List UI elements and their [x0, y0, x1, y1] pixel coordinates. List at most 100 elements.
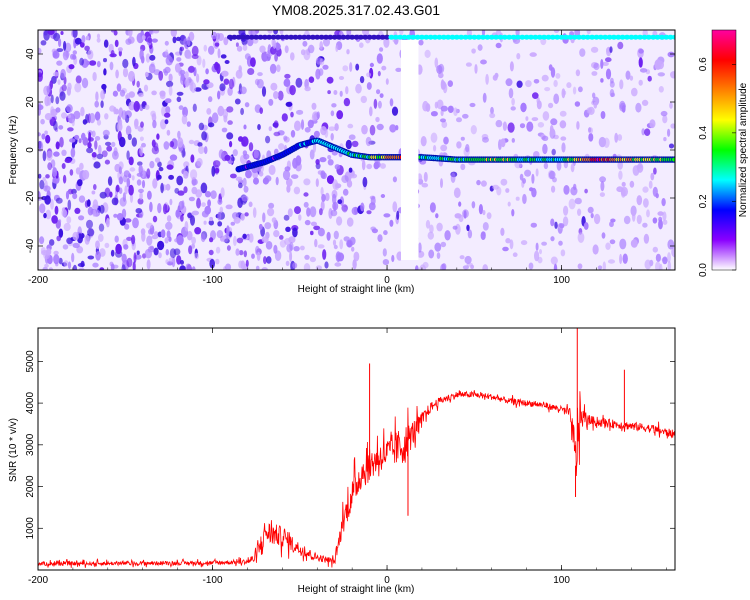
spectrogram-edge-band — [589, 34, 596, 40]
spectrogram-speckle — [351, 246, 355, 252]
spectrogram-speckle — [74, 134, 80, 140]
spectrogram-speckle — [511, 209, 515, 217]
spectrogram-speckle — [62, 174, 67, 184]
spectrogram-edge-band — [510, 34, 517, 40]
spectrogram-speckle — [366, 72, 372, 78]
spectrogram-speckle — [82, 119, 88, 125]
spectrogram-speckle — [643, 233, 650, 244]
spectrogram-speckle — [433, 145, 437, 152]
spectrogram-speckle — [662, 115, 668, 124]
spectrogram-speckle — [314, 238, 318, 248]
spectrogram-speckle — [188, 139, 195, 145]
spectrogram-speckle — [236, 237, 244, 244]
spectrogram-speckle — [389, 219, 394, 227]
spectrogram-speckle — [235, 248, 240, 256]
spectrogram-speckle — [366, 210, 372, 215]
spectrogram-speckle — [122, 58, 129, 69]
spectrogram-speckle — [191, 210, 199, 216]
spectrogram-speckle — [369, 106, 373, 117]
spectrogram-speckle — [100, 89, 105, 100]
spectrogram-speckle — [184, 71, 189, 79]
spectrogram-speckle — [392, 176, 397, 183]
spectrogram-speckle — [139, 49, 144, 61]
spectrogram-speckle — [550, 67, 556, 78]
spectrogram-speckle — [244, 53, 251, 60]
spectrogram-speckle — [310, 221, 317, 227]
spectrogram-speckle — [50, 94, 54, 104]
colorbar-tick-label: 0.6 — [698, 57, 709, 71]
spectrogram-speckle — [128, 173, 132, 179]
spectrogram-speckle — [348, 167, 353, 173]
spectrogram-speckle — [95, 251, 101, 261]
spectrogram-speckle — [586, 107, 592, 114]
spectrogram-speckle — [332, 201, 339, 211]
spectrogram-speckle — [164, 66, 171, 74]
spectrogram-speckle — [269, 63, 277, 74]
spectrogram-speckle — [69, 169, 74, 176]
spectrogram-speckle — [418, 242, 422, 253]
spectrogram-speckle — [43, 212, 47, 219]
spectrogram-speckle — [214, 167, 220, 174]
spectrogram-speckle — [541, 241, 547, 246]
spectrogram-speckle — [550, 256, 558, 265]
spectrogram-speckle — [39, 236, 45, 245]
spectrogram-speckle — [555, 73, 561, 79]
spectrogram-speckle — [87, 255, 95, 260]
spectrogram-speckle — [58, 228, 64, 238]
spectrogram-speckle — [661, 198, 666, 207]
spectrogram-speckle — [343, 97, 351, 107]
spectrogram-speckle — [78, 215, 85, 221]
spectrogram-edge-band — [323, 34, 329, 40]
spectrogram-speckle — [597, 265, 603, 270]
spectrogram-speckle — [258, 223, 263, 230]
spectrogram-speckle — [275, 176, 279, 186]
spectrogram-speckle — [166, 54, 171, 60]
spectrogram-edge-band — [288, 34, 295, 40]
spectrogram-speckle — [128, 184, 134, 196]
spectrogram-speckle — [559, 223, 565, 229]
spectrogram-speckle — [638, 48, 644, 54]
spectrogram-speckle — [478, 204, 483, 215]
spectrogram-data-gap — [401, 40, 419, 260]
spectrogram-speckle — [91, 190, 96, 195]
spectrogram-speckle — [70, 53, 75, 60]
spectrogram-speckle — [425, 103, 431, 112]
spectrogram-speckle — [609, 239, 616, 245]
spectrogram-speckle — [652, 30, 658, 36]
spectrogram-speckle — [436, 222, 443, 232]
spectrogram-speckle — [509, 239, 514, 250]
spectrogram-edge-band — [497, 34, 504, 40]
spectrogram-speckle — [373, 161, 380, 170]
spectrogram-speckle — [525, 80, 532, 88]
spectrogram-speckle — [525, 116, 529, 121]
spectrogram-speckle — [173, 248, 181, 256]
spectrogram-speckle — [80, 260, 85, 268]
spectrogram-speckle — [462, 265, 469, 270]
spectrogram-speckle — [312, 142, 317, 153]
colorbar-gradient — [712, 30, 736, 270]
spectrogram-speckle — [508, 88, 514, 99]
x-tick-label: 0 — [384, 275, 390, 286]
spectrogram-speckle — [639, 68, 648, 73]
spectrogram-speckle — [72, 231, 79, 241]
spectrogram-speckle — [574, 101, 581, 107]
spectrogram-speckle — [290, 130, 296, 138]
spectrogram-edge-band — [466, 34, 473, 40]
spectrogram-speckle — [642, 186, 649, 193]
spectrogram-speckle — [138, 92, 144, 98]
spectrogram-speckle — [208, 219, 214, 226]
spectrogram-speckle — [621, 181, 626, 187]
spectrogram-speckle — [537, 256, 543, 264]
spectrogram-speckle — [658, 86, 664, 93]
spectrogram-speckle — [381, 65, 387, 71]
spectrogram-speckle — [231, 156, 236, 162]
spectrogram-speckle — [94, 136, 101, 141]
spectrogram-edge-band — [558, 34, 565, 40]
spectrogram-speckle — [234, 98, 241, 105]
spectrogram-speckle — [128, 91, 135, 98]
spectrogram-speckle — [322, 249, 327, 260]
spectrogram-speckle — [110, 30, 115, 33]
spectrogram-speckle — [96, 119, 102, 126]
spectrogram-speckle — [41, 133, 46, 140]
